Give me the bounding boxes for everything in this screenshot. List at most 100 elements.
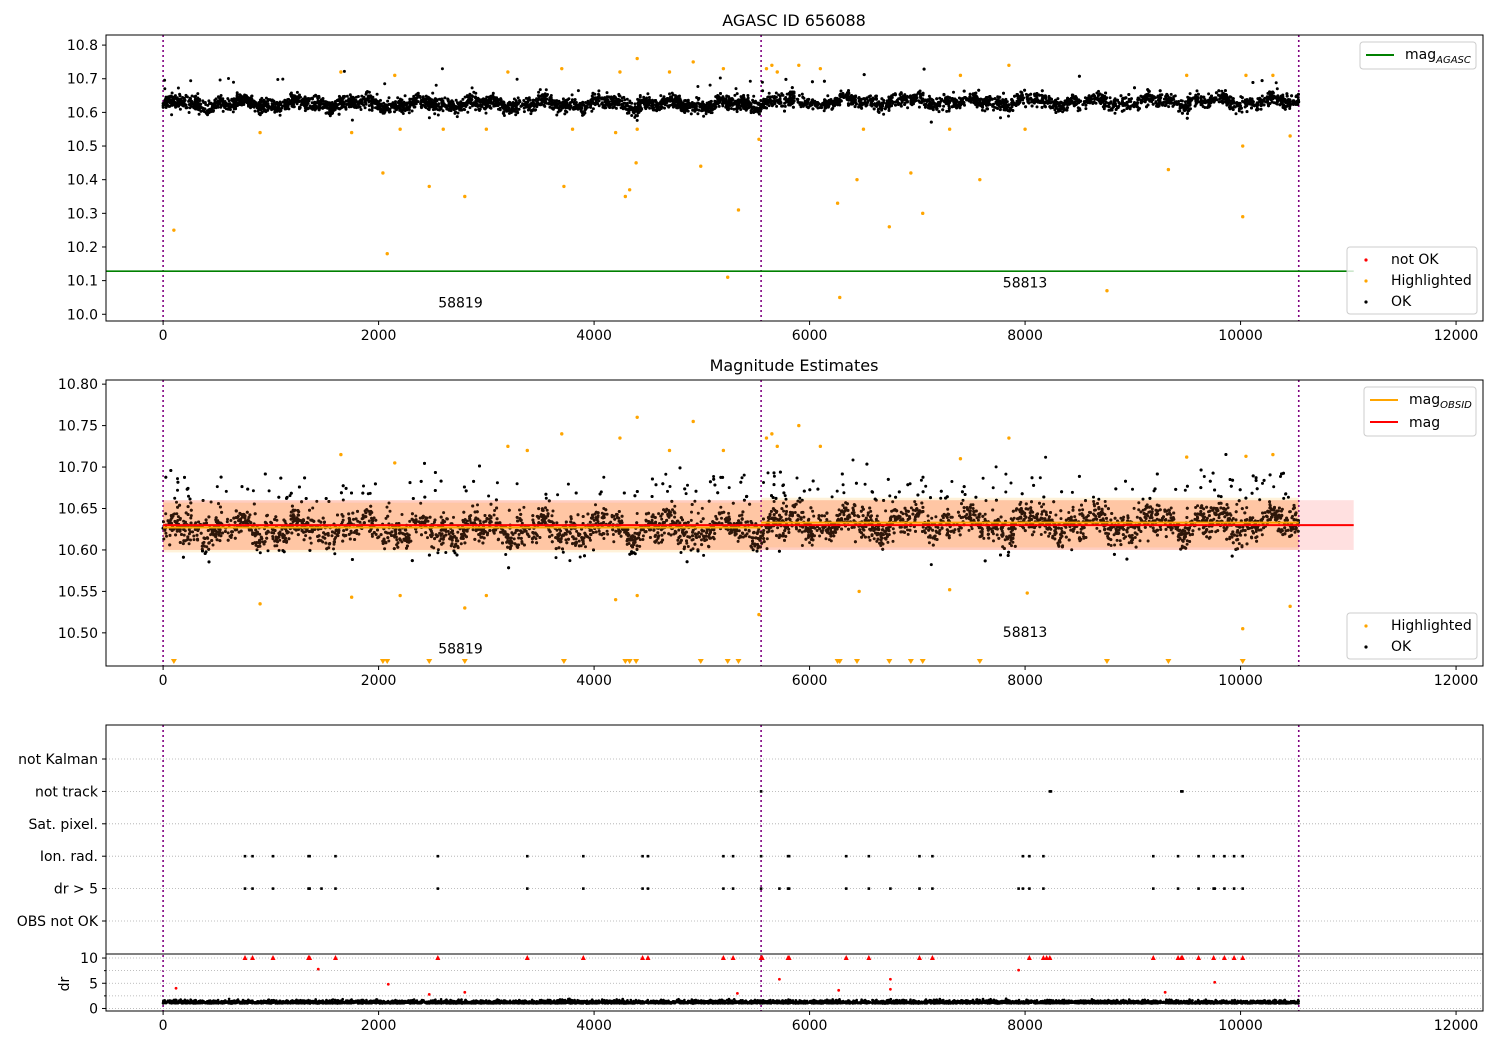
data-point-ok <box>176 97 180 101</box>
data-point-ok <box>625 111 629 115</box>
data-point-ok <box>260 106 264 110</box>
data-point-ok <box>480 103 484 107</box>
data-point-ok <box>694 105 698 109</box>
data-point-ok <box>1088 100 1092 104</box>
data-point-ok <box>202 101 206 104</box>
data-point-ok <box>461 97 465 101</box>
data-point-ok <box>532 103 536 107</box>
data-point-ok <box>754 109 758 113</box>
data-point-ok <box>231 104 235 108</box>
data-point-ok <box>361 97 365 101</box>
data-point-ok <box>491 91 495 95</box>
data-point-ok <box>702 114 706 118</box>
data-point-ok <box>396 105 400 109</box>
data-point-ok <box>853 95 857 99</box>
data-point-ok <box>443 96 447 100</box>
data-point-ok <box>713 99 717 103</box>
data-point-ok <box>590 109 594 113</box>
data-point-ok <box>761 89 765 93</box>
data-point-ok <box>602 97 606 101</box>
data-point-ok <box>611 103 615 106</box>
data-point-ok <box>628 101 632 105</box>
data-point-ok <box>436 113 440 117</box>
data-point-ok <box>283 98 287 102</box>
data-point-ok <box>353 98 357 102</box>
data-point-ok <box>620 102 624 106</box>
data-point-ok <box>219 94 223 97</box>
data-point-ok <box>615 97 619 101</box>
data-point-ok <box>774 91 778 95</box>
data-point-ok <box>487 101 491 105</box>
data-point-ok <box>319 101 322 105</box>
data-point-ok <box>1162 101 1165 104</box>
data-point-ok <box>496 98 500 102</box>
data-point-ok <box>556 106 559 110</box>
data-point-ok <box>894 103 897 107</box>
data-point-ok <box>565 105 569 109</box>
data-point-ok <box>754 106 757 110</box>
data-point-ok <box>529 112 533 116</box>
data-point-ok <box>226 97 230 101</box>
data-point-ok <box>899 104 903 108</box>
data-point-ok <box>1035 105 1039 109</box>
data-point-ok <box>266 108 270 112</box>
data-point-ok <box>485 95 489 99</box>
data-point-ok <box>402 106 406 110</box>
data-point-ok <box>1297 92 1300 96</box>
data-point-ok <box>386 99 390 103</box>
data-point-ok <box>189 97 192 101</box>
data-point-ok <box>1130 97 1133 101</box>
data-point-ok <box>426 100 430 104</box>
data-point-ok <box>221 98 225 102</box>
data-point-ok <box>882 112 886 116</box>
data-point-ok <box>983 109 987 113</box>
data-point-ok <box>751 100 755 104</box>
data-point-ok <box>647 101 651 105</box>
data-point-ok <box>474 108 478 112</box>
data-point-ok <box>1024 92 1028 96</box>
data-point-ok <box>189 79 193 83</box>
data-point-ok <box>232 80 235 84</box>
data-point-ok <box>600 97 604 101</box>
data-point-ok <box>1153 96 1157 100</box>
data-point-ok <box>502 110 506 114</box>
data-point-ok <box>992 108 995 112</box>
data-point-ok <box>953 97 957 101</box>
data-point-ok <box>170 91 174 95</box>
data-point-ok <box>288 102 292 106</box>
data-point-ok <box>448 108 452 112</box>
data-point-ok <box>660 100 664 104</box>
data-point-ok <box>420 106 423 110</box>
data-point-ok <box>431 91 435 95</box>
data-point-ok <box>195 105 199 109</box>
data-point-ok <box>563 103 567 107</box>
data-point-ok <box>305 103 309 107</box>
data-point-ok <box>584 105 588 109</box>
data-point-ok <box>379 108 383 112</box>
data-point-ok <box>367 104 371 108</box>
data-point-ok <box>1201 105 1205 108</box>
data-point-ok <box>638 94 642 97</box>
data-point-ok <box>588 105 592 109</box>
data-point-ok <box>510 109 514 113</box>
data-point-ok <box>383 82 387 86</box>
data-point-ok <box>1195 89 1199 93</box>
data-point-ok <box>1223 89 1227 93</box>
data-point-ok <box>283 107 287 111</box>
data-point-ok <box>345 94 349 98</box>
data-point-ok <box>182 96 186 100</box>
data-point-ok <box>1234 112 1238 116</box>
data-point-ok <box>1245 110 1249 114</box>
data-point-ok <box>655 104 659 108</box>
data-point-ok <box>1108 96 1112 100</box>
data-point-ok <box>668 99 672 103</box>
data-point-ok <box>645 105 649 109</box>
data-point-ok <box>717 95 721 99</box>
data-point-ok <box>996 103 1000 106</box>
data-point-ok <box>581 113 584 117</box>
data-point-ok <box>171 98 175 102</box>
data-point-ok <box>453 106 457 110</box>
data-point-ok <box>294 100 297 104</box>
data-point-ok <box>517 107 521 111</box>
